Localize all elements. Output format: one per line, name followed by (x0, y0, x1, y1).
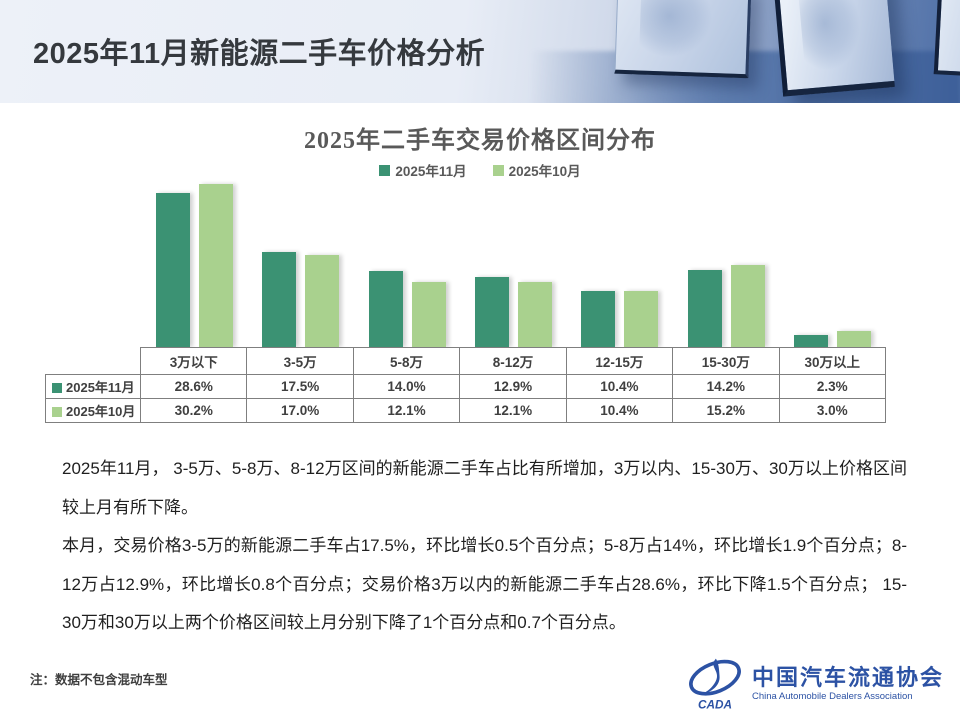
bar (624, 291, 659, 347)
legend-item: 2025年11月 (379, 160, 467, 180)
table-cell: 28.6% (139, 374, 248, 399)
cube-graphic (614, 0, 752, 79)
bar (581, 291, 616, 347)
bar (155, 193, 190, 347)
table-cell: 10.4% (565, 374, 674, 399)
bar (474, 277, 509, 347)
bar-group (354, 177, 460, 347)
legend-label: 2025年10月 (508, 164, 581, 179)
chart-data-table: 3万以下 3-5万 5-8万 8-12万 12-15万 15-30万 30万以上 2025年1… (45, 347, 887, 423)
table-column-header: 15-30万 (672, 347, 780, 375)
bar-group (460, 177, 566, 347)
cada-logo-icon: CADA (689, 658, 741, 711)
bar (517, 282, 552, 347)
table-column-header: 5-8万 (352, 347, 461, 375)
bar (262, 252, 297, 347)
bar-group (247, 177, 353, 347)
table-cell: 12.1% (459, 398, 567, 423)
cada-logo: CADA 中国汽车流通协会 China Automobile Dealers A… (686, 655, 944, 713)
bar-group (567, 177, 673, 347)
svg-text:CADA: CADA (698, 698, 732, 711)
table-cell: 30.2% (139, 398, 248, 423)
table-cell: 10.4% (565, 398, 674, 423)
table-row: 2025年10月 30.2% 17.0% 12.1% 12.1% 10.4% 15.2% 3.… (45, 398, 887, 423)
analysis-text: 2025年11月， 3-5万、5-8万、8-12万区间的新能源二手车占比有所增加… (62, 450, 907, 643)
page-title: 2025年11月新能源二手车价格分析 (33, 38, 486, 70)
analysis-paragraph: 本月，交易价格3-5万的新能源二手车占17.5%，环比增长0.5个百分点；5-8… (62, 536, 907, 632)
table-column-header: 3万以下 (139, 347, 248, 375)
bar (305, 255, 340, 347)
legend-item: 2025年10月 (492, 160, 581, 180)
table-row: 2025年11月 28.6% 17.5% 14.0% 12.9% 10.4% 14.2% 2.… (45, 374, 887, 399)
bar (837, 331, 872, 347)
cada-name-en: China Automobile Dealers Association (751, 690, 913, 702)
footnote: 注：数据不包含混动车型 (30, 673, 168, 687)
world-map-texture (639, 0, 714, 60)
cube-graphic (933, 0, 960, 78)
bar (687, 270, 722, 347)
table-column-header: 3-5万 (246, 347, 354, 375)
table-cell: 17.0% (246, 398, 354, 423)
cube-graphic (773, 0, 895, 97)
table-column-header: 12-15万 (565, 347, 674, 375)
bar-plot (141, 177, 886, 347)
legend-swatch-icon (492, 164, 504, 176)
legend-label: 2025年11月 (395, 164, 467, 179)
table-row-label: 2025年10月 (45, 398, 141, 423)
series-swatch-icon (52, 383, 62, 393)
bar (794, 335, 829, 347)
table-cell: 14.2% (672, 374, 780, 399)
table-cell: 3.0% (778, 398, 887, 423)
table-corner (46, 348, 141, 375)
table-cell: 15.2% (672, 398, 780, 423)
bar (198, 184, 233, 347)
cada-name-cn: 中国汽车流通协会 (751, 664, 944, 690)
table-cell: 12.9% (459, 374, 567, 399)
table-cell: 12.1% (352, 398, 461, 423)
bar (411, 282, 446, 347)
bar (368, 271, 403, 347)
bar-group (673, 177, 779, 347)
world-map-texture (798, 0, 865, 73)
cada-logo-text: 中国汽车流通协会 China Automobile Dealers Associ… (751, 664, 944, 703)
chart-title: 2025年二手车交易价格区间分布 (304, 128, 656, 154)
chart-legend: 2025年11月 2025年10月 (0, 161, 960, 179)
header-banner: 2025年11月新能源二手车价格分析 (0, 0, 960, 103)
bar (730, 265, 765, 347)
table-cell: 2.3% (778, 374, 887, 399)
table-column-header: 8-12万 (459, 347, 567, 375)
table-column-header: 30万以上 (778, 347, 887, 375)
legend-swatch-icon (379, 164, 391, 176)
bar-group (780, 177, 886, 347)
table-row-label: 2025年11月 (45, 374, 141, 399)
table-cell: 17.5% (246, 374, 354, 399)
table-cell: 14.0% (352, 374, 461, 399)
bar-group (141, 177, 247, 347)
analysis-paragraph: 2025年11月， 3-5万、5-8万、8-12万区间的新能源二手车占比有所增加… (62, 459, 907, 517)
series-swatch-icon (52, 407, 62, 417)
